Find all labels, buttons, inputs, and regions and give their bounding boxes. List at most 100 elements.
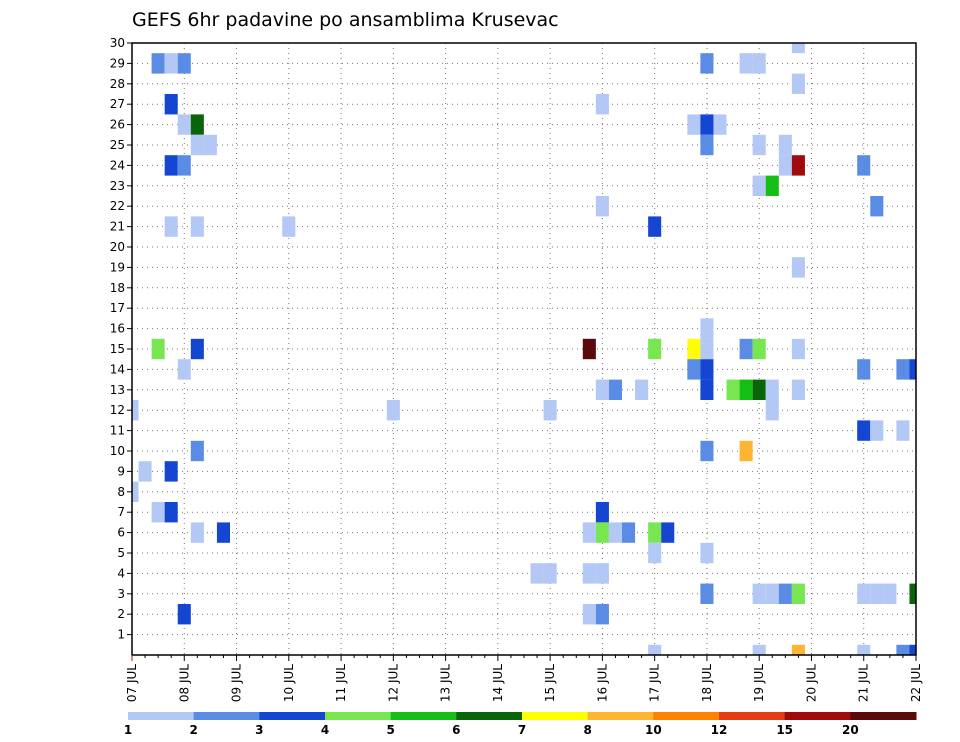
- heatmap-cell: [282, 216, 296, 237]
- colorbar-swatch: [193, 712, 260, 720]
- y-tick-label: 15: [110, 342, 125, 356]
- colorbar-swatch: [587, 712, 654, 720]
- x-tick-label: 22 JUL: [909, 664, 923, 702]
- heatmap-cell: [857, 359, 871, 380]
- heatmap-cell: [791, 73, 805, 94]
- colorbar-swatch: [390, 712, 457, 720]
- heatmap-cell: [896, 644, 910, 655]
- y-tick-label: 4: [117, 566, 125, 580]
- heatmap-cell: [791, 583, 805, 604]
- heatmap-cell: [687, 114, 701, 135]
- x-tick-label: 15 JUL: [543, 664, 557, 702]
- heatmap-cell: [595, 196, 609, 217]
- x-tick-label: 11 JUL: [334, 664, 348, 702]
- colorbar-label: 2: [189, 723, 197, 737]
- y-tick-label: 9: [117, 464, 125, 478]
- heatmap-cell: [530, 563, 544, 584]
- heatmap-cell: [739, 338, 753, 360]
- heatmap-cell: [582, 563, 596, 584]
- heatmap-cell: [648, 522, 662, 543]
- x-tick-label: 07 JUL: [125, 664, 139, 702]
- y-tick-label: 23: [110, 179, 125, 193]
- heatmap-cell: [739, 53, 753, 74]
- colorbar-label: 10: [645, 723, 662, 737]
- heatmap-cell: [648, 542, 662, 564]
- x-tick-label: 09 JUL: [230, 664, 244, 702]
- heatmap-cell: [635, 379, 649, 400]
- heatmap-cell: [151, 53, 165, 74]
- heatmap-cell: [765, 583, 779, 604]
- y-tick-label: 11: [110, 424, 125, 438]
- heatmap-cell: [190, 338, 204, 360]
- heatmap-cell: [164, 155, 178, 176]
- y-tick-label: 8: [117, 485, 125, 499]
- heatmap-cell: [608, 522, 622, 543]
- heatmap-cell: [752, 338, 766, 360]
- heatmap-cell: [909, 583, 916, 604]
- heatmap-cell: [791, 257, 805, 278]
- heatmap-cell: [132, 400, 139, 421]
- x-tick-label: 17 JUL: [648, 664, 662, 702]
- heatmap-cell: [164, 461, 178, 482]
- colorbar-label: 12: [711, 723, 728, 737]
- y-tick-label: 28: [110, 77, 125, 91]
- colorbar-swatch: [653, 712, 720, 720]
- heatmap-cell: [909, 359, 916, 380]
- heatmap-cell: [608, 379, 622, 400]
- heatmap-cell: [713, 114, 727, 135]
- x-tick-label: 14 JUL: [491, 664, 505, 702]
- colorbar-legend: 1 2 3 4 5 6 7 8 10 12 15 20: [124, 712, 917, 737]
- heatmap-cell: [778, 155, 792, 176]
- heatmap-cell: [700, 318, 714, 339]
- heatmap-cell: [765, 175, 779, 196]
- colorbar-swatch: [522, 712, 589, 720]
- heatmap-cell: [896, 420, 910, 441]
- y-tick-label: 27: [110, 97, 125, 111]
- heatmap-cell: [896, 359, 910, 380]
- x-tick-label: 10 JUL: [282, 664, 296, 702]
- colorbar-label: 7: [518, 723, 526, 737]
- colorbar-label: 15: [776, 723, 793, 737]
- colorbar-swatch: [259, 712, 326, 720]
- colorbar-label: 4: [321, 723, 329, 737]
- heatmap-cell: [791, 155, 805, 176]
- heatmap-cell: [164, 94, 178, 115]
- heatmap-cell: [700, 583, 714, 604]
- y-tick-label: 6: [117, 526, 125, 540]
- y-tick-label: 24: [110, 158, 125, 172]
- heatmap-cell: [752, 134, 766, 156]
- heatmap-cell: [791, 644, 805, 655]
- heatmap-cell: [857, 155, 871, 176]
- heatmap-cell: [177, 359, 191, 380]
- x-tick-label: 18 JUL: [700, 664, 714, 702]
- heatmap-cell: [778, 583, 792, 604]
- heatmap-cell: [752, 53, 766, 74]
- heatmap-cell: [177, 155, 191, 176]
- heatmap-cell: [543, 400, 557, 421]
- y-tick-label: 2: [117, 607, 125, 621]
- colorbar-swatch: [784, 712, 851, 720]
- heatmap-cell: [151, 502, 165, 523]
- heatmap-cell: [138, 461, 152, 482]
- chart-title: GEFS 6hr padavine po ansamblima Krusevac: [132, 9, 559, 31]
- heatmap-cell: [582, 604, 596, 625]
- y-tick-label: 20: [110, 240, 125, 254]
- colorbar-label: 20: [842, 723, 859, 737]
- x-tick-label: 19 JUL: [752, 664, 766, 702]
- heatmap-cell: [595, 604, 609, 625]
- y-tick-label: 18: [110, 281, 125, 295]
- heatmap-cell: [595, 522, 609, 543]
- colorbar-swatch: [719, 712, 786, 720]
- y-tick-label: 16: [110, 322, 125, 336]
- colorbar-swatch: [128, 712, 195, 720]
- heatmap-cell: [595, 563, 609, 584]
- x-tick-label: 16 JUL: [595, 664, 609, 702]
- heatmap-cell: [870, 196, 884, 217]
- heatmap-cell: [190, 522, 204, 543]
- heatmap-cell: [386, 400, 400, 421]
- heatmap-cell: [739, 379, 753, 400]
- heatmap-cell: [909, 644, 916, 655]
- heatmap-cell: [700, 114, 714, 135]
- y-tick-label: 17: [110, 301, 125, 315]
